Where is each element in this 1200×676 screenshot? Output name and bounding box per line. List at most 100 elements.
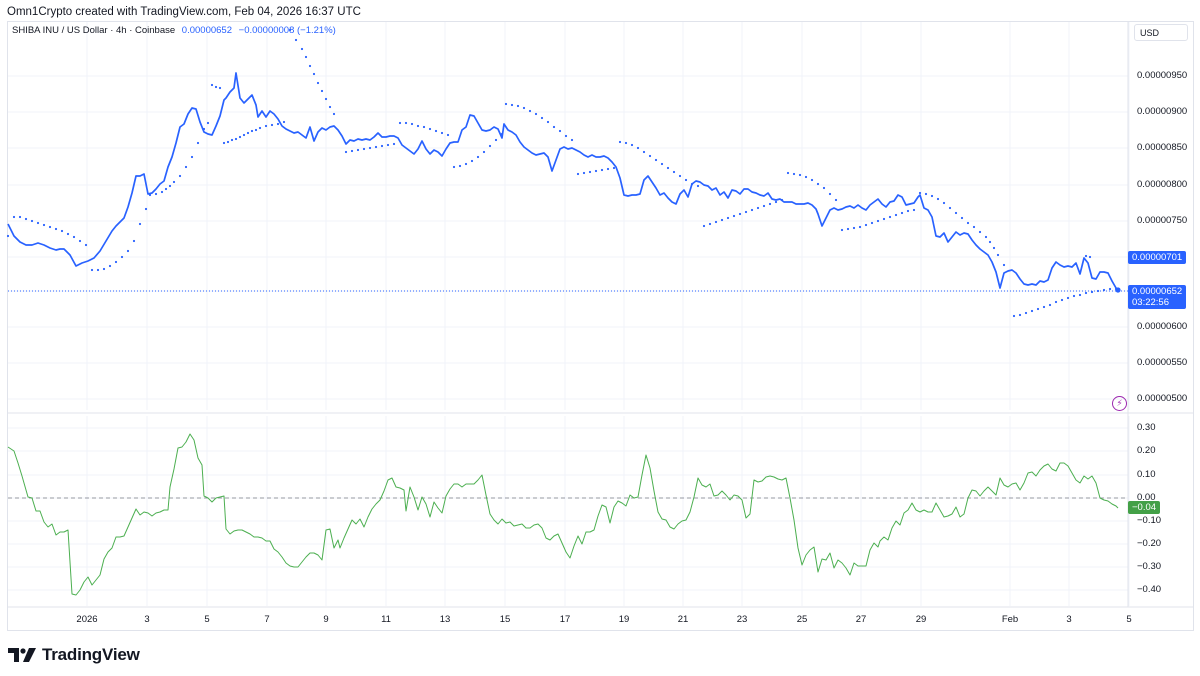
time-axis-label: Feb: [1001, 614, 1019, 625]
psar-dot: [792, 172, 796, 176]
psar-dot: [500, 132, 504, 136]
psar-dot: [846, 227, 850, 231]
psar-dot: [636, 146, 640, 150]
psar-dot: [246, 131, 250, 135]
oscillator-axis-label: 0.00: [1137, 492, 1156, 503]
price-axis-label: 0.00000600: [1137, 321, 1188, 332]
psar-dot: [18, 215, 22, 219]
psar-dot: [702, 224, 706, 228]
psar-dot: [1036, 307, 1040, 311]
time-axis-label: 5: [1126, 614, 1132, 625]
psar-dot: [966, 221, 970, 225]
psar-dot: [1084, 291, 1088, 295]
psar-dot: [612, 166, 616, 170]
time-axis-label: 13: [439, 614, 451, 625]
psar-dot: [84, 243, 88, 247]
psar-dot: [630, 143, 634, 147]
psar-dot: [168, 184, 172, 188]
psar-dot: [978, 230, 982, 234]
psar-dot: [726, 216, 730, 220]
psar-dot: [24, 217, 28, 221]
psar-dot: [528, 109, 532, 113]
time-axis-label: 3: [144, 614, 150, 625]
psar-dot: [120, 255, 124, 259]
psar-dot: [720, 218, 724, 222]
psar-dot: [1088, 255, 1092, 259]
psar-dot: [282, 120, 286, 124]
psar-dot: [600, 168, 604, 172]
psar-dot: [828, 192, 832, 196]
psar-dot: [270, 123, 274, 127]
psar-dot: [858, 225, 862, 229]
psar-dot: [386, 143, 390, 147]
psar-dot: [446, 133, 450, 137]
psar-dot: [144, 207, 148, 211]
psar-dot: [816, 182, 820, 186]
oscillator-axis-label: −0.20: [1137, 538, 1162, 549]
oscillator-axis-label: −0.10: [1137, 515, 1162, 526]
psar-dot: [894, 213, 898, 217]
psar-dot: [78, 239, 82, 243]
psar-dot: [570, 138, 574, 142]
psar-dot: [992, 246, 996, 250]
psar-dot: [126, 249, 130, 253]
psar-dot: [576, 172, 580, 176]
symbol-title[interactable]: SHIBA INU / US Dollar · 4h · Coinbase: [12, 25, 176, 36]
psar-dot: [380, 144, 384, 148]
time-axis-label: 19: [618, 614, 630, 625]
psar-dot: [606, 167, 610, 171]
time-axis-label: 3: [1066, 614, 1072, 625]
psar-dot: [864, 223, 868, 227]
psar-dot: [362, 147, 366, 151]
psar-dot: [202, 127, 206, 131]
currency-button[interactable]: USD: [1134, 24, 1188, 41]
tradingview-logo[interactable]: TradingView: [8, 645, 140, 665]
time-axis-label: 21: [677, 614, 689, 625]
psar-dot: [96, 268, 100, 272]
psar-dot: [160, 190, 164, 194]
psar-dot: [888, 215, 892, 219]
psar-dot: [332, 112, 336, 116]
psar-dot: [154, 192, 158, 196]
psar-dot: [624, 141, 628, 145]
psar-dot: [690, 182, 694, 186]
psar-dot: [948, 206, 952, 210]
psar-dot: [416, 124, 420, 128]
psar-dot: [254, 128, 258, 132]
psar-dot: [882, 217, 886, 221]
psar-dot: [470, 159, 474, 163]
chart-credit: Omn1Crypto created with TradingView.com,…: [7, 6, 361, 18]
bar-countdown: 03:22:56: [1132, 297, 1169, 308]
time-axis-label: 2026: [76, 614, 98, 625]
psar-dot: [1114, 287, 1118, 291]
psar-dot: [918, 191, 922, 195]
oscillator-value-tag: −0.04: [1128, 501, 1161, 514]
psar-dot: [164, 187, 168, 191]
psar-dot: [184, 165, 188, 169]
price-change-value: −0.00000008 (−1.21%): [238, 25, 336, 36]
psar-dot: [48, 225, 52, 229]
psar-dot: [852, 226, 856, 230]
psar-dot: [564, 134, 568, 138]
psar-dot: [954, 211, 958, 215]
oscillator-axis-label: −0.30: [1137, 561, 1162, 572]
psar-dot: [230, 138, 234, 142]
psar-dot: [288, 28, 292, 32]
psar-dot: [42, 223, 46, 227]
psar-dot: [210, 83, 214, 87]
psar-dot: [178, 174, 182, 178]
time-axis-label: 27: [855, 614, 867, 625]
time-axis-label: 25: [796, 614, 808, 625]
psar-dot: [440, 131, 444, 135]
price-axis-label: 0.00000950: [1137, 70, 1188, 81]
time-axis-label: 29: [915, 614, 927, 625]
psar-dot: [714, 220, 718, 224]
lightning-icon[interactable]: ⚡: [1112, 396, 1127, 411]
oscillator-line: [7, 433, 1119, 596]
psar-dot: [1108, 287, 1112, 291]
psar-dot: [738, 212, 742, 216]
psar-dot: [264, 124, 268, 128]
psar-dot: [148, 193, 152, 197]
psar-dot: [316, 81, 320, 85]
